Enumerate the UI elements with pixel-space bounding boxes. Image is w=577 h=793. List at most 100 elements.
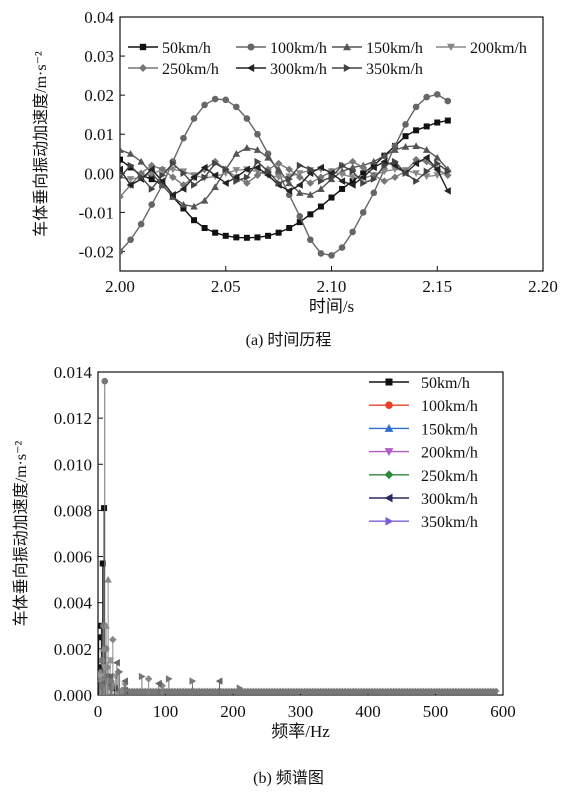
data-point xyxy=(422,146,431,153)
data-point xyxy=(126,181,134,189)
data-point xyxy=(433,153,441,161)
data-point xyxy=(412,170,420,178)
data-point xyxy=(120,146,124,153)
data-point xyxy=(169,166,177,174)
x-tick-label: 2.15 xyxy=(422,277,452,296)
legend-label: 150km/h xyxy=(366,40,423,57)
data-point xyxy=(359,163,367,172)
data-point xyxy=(434,119,441,126)
spectrum-point xyxy=(165,675,173,683)
caption-b: (b) 频谱图 xyxy=(253,770,324,787)
data-point xyxy=(243,179,251,187)
legend-label: 200km/h xyxy=(470,40,527,57)
y-tick-label: 0.00 xyxy=(84,164,114,183)
data-point xyxy=(296,161,304,170)
data-point xyxy=(285,179,293,187)
data-point xyxy=(275,229,282,236)
data-point xyxy=(158,181,167,189)
data-point xyxy=(148,185,156,193)
legend-marker xyxy=(385,378,393,386)
data-point xyxy=(348,181,356,189)
spectrum-chart: 0 100 200 300 400 500 600 0.000 0.002 0.004 0.006 0… xyxy=(12,363,516,741)
data-point xyxy=(317,185,325,192)
legend-marker xyxy=(247,43,255,51)
data-point xyxy=(296,212,304,220)
legend-label: 50km/h xyxy=(421,375,470,392)
x-axis-label: 频率/Hz xyxy=(271,722,330,741)
data-point xyxy=(380,177,389,185)
y-tick-label: 0.000 xyxy=(54,686,92,705)
legend-label: 200km/h xyxy=(421,445,478,462)
x-tick-label: 2.20 xyxy=(528,277,558,296)
data-point xyxy=(120,165,123,174)
data-point xyxy=(190,173,198,181)
data-point xyxy=(339,161,346,170)
data-point xyxy=(120,248,124,255)
data-point xyxy=(401,142,410,150)
data-point xyxy=(127,161,135,170)
data-point xyxy=(391,157,399,166)
data-point xyxy=(243,165,250,174)
data-point xyxy=(179,185,187,193)
data-point xyxy=(402,121,409,128)
legend-label: 100km/h xyxy=(270,40,327,57)
data-point xyxy=(169,159,177,168)
data-point xyxy=(317,250,325,257)
data-point xyxy=(391,146,399,153)
data-point xyxy=(212,229,219,236)
x-tick-label: 2.05 xyxy=(211,277,241,296)
data-point xyxy=(264,150,272,158)
data-point xyxy=(380,157,388,166)
data-point xyxy=(222,165,230,174)
data-point xyxy=(317,203,324,210)
data-point xyxy=(285,165,293,174)
data-point xyxy=(381,161,389,170)
data-point xyxy=(126,150,135,157)
data-point xyxy=(328,194,335,201)
spectrum-point xyxy=(155,679,162,688)
legend-label: 350km/h xyxy=(421,514,478,531)
data-point xyxy=(201,173,209,181)
series-group xyxy=(120,91,452,259)
legend-marker xyxy=(384,470,394,480)
data-point xyxy=(307,211,314,218)
data-point xyxy=(264,153,272,161)
y-tick-label: 0.002 xyxy=(54,640,92,659)
x-tick-label: 600 xyxy=(490,702,516,721)
x-tick-label: 2.10 xyxy=(317,277,347,296)
data-point xyxy=(169,173,177,181)
data-point xyxy=(274,159,283,168)
data-point xyxy=(348,174,357,181)
x-axis-label: 时间/s xyxy=(309,297,354,316)
data-point xyxy=(137,220,145,228)
y-tick-label: 0.014 xyxy=(54,363,93,382)
spectrum-point xyxy=(106,657,114,665)
data-point xyxy=(254,234,261,241)
data-point xyxy=(243,234,250,241)
legend-label: 350km/h xyxy=(366,61,423,78)
x-tick-label: 500 xyxy=(423,702,449,721)
data-point xyxy=(349,167,357,176)
data-point xyxy=(444,117,451,124)
legend-marker xyxy=(247,64,255,72)
data-point xyxy=(222,232,229,239)
data-point xyxy=(338,171,346,179)
data-point xyxy=(265,232,272,239)
data-point xyxy=(233,103,240,111)
spectrum-point xyxy=(109,635,117,644)
spectrum-point xyxy=(99,645,108,652)
legend-marker xyxy=(139,43,147,51)
legend-marker xyxy=(385,516,394,526)
spectrum-point xyxy=(98,664,104,671)
data-point xyxy=(349,178,356,185)
data-point xyxy=(222,179,229,187)
data-point xyxy=(253,146,262,153)
y-tick-label: 0.008 xyxy=(54,501,92,520)
data-point xyxy=(328,252,335,259)
spectrum-point xyxy=(144,675,153,683)
spectrum-point xyxy=(113,658,120,667)
data-point xyxy=(120,193,124,201)
y-tick-label: -0.01 xyxy=(79,203,114,222)
spectrum-point xyxy=(98,668,104,675)
data-point xyxy=(359,173,367,181)
